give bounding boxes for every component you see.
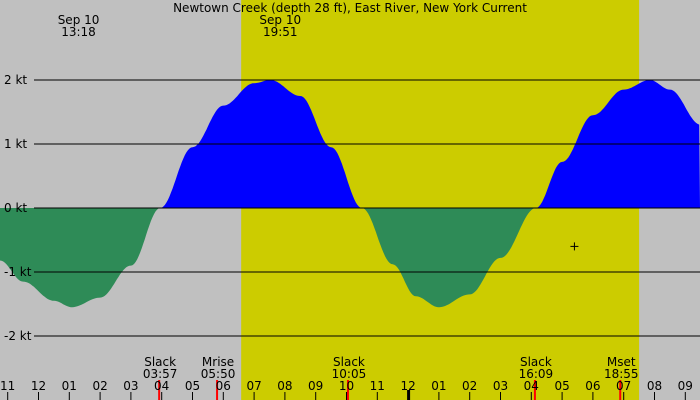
bottom-event-time: 03:57 xyxy=(143,367,178,381)
event-date: Sep 10 xyxy=(58,13,100,27)
bottom-event-label: Slack xyxy=(520,355,552,369)
event-tick xyxy=(346,380,349,400)
x-tick-label: 08 xyxy=(647,379,662,393)
event-date: Sep 10 xyxy=(259,13,301,27)
x-tick-label: 06 xyxy=(216,379,231,393)
x-tick-label: 04 xyxy=(154,379,169,393)
event-tick xyxy=(158,380,161,400)
bottom-event-time: 05:50 xyxy=(201,367,236,381)
bottom-event-label: Mrise xyxy=(202,355,234,369)
x-tick-label: 07 xyxy=(246,379,261,393)
x-tick-label: 03 xyxy=(493,379,508,393)
current-marker xyxy=(570,242,579,251)
x-tick-label: 05 xyxy=(185,379,200,393)
x-tick-label: 02 xyxy=(92,379,107,393)
x-tick-label: 10 xyxy=(339,379,354,393)
x-tick-label: 01 xyxy=(62,379,77,393)
chart-title: Newtown Creek (depth 28 ft), East River,… xyxy=(173,1,527,15)
x-axis-ticks: 11 12 01 02 03 04 05 06 07 08 09 10 11 12 01 02 03 04 05 06… xyxy=(0,379,693,400)
y-axis-labels: 2 kt 1 kt 0 kt -1 kt -2 kt xyxy=(4,73,32,343)
x-tick-label: 06 xyxy=(585,379,600,393)
bottom-event-label: Mset xyxy=(607,355,636,369)
bottom-event-time: 10:05 xyxy=(332,367,367,381)
grid-lines xyxy=(34,79,700,337)
y-tick-label: -1 kt xyxy=(4,265,32,279)
bottom-event-time: 18:55 xyxy=(604,367,639,381)
x-tick-label: 08 xyxy=(277,379,292,393)
x-tick-label: 11 xyxy=(0,379,15,393)
event-time: 19:51 xyxy=(263,25,298,39)
bottom-event-label: Slack xyxy=(144,355,176,369)
bottom-event-labels: Slack03:57Mrise05:50Slack10:05Slack16:09… xyxy=(143,355,639,400)
x-tick-label: 07 xyxy=(616,379,631,393)
y-tick-label: 2 kt xyxy=(4,73,27,87)
x-tick-label: 04 xyxy=(524,379,539,393)
current-areas xyxy=(0,80,700,308)
x-tick-label: 01 xyxy=(431,379,446,393)
ebb-area xyxy=(0,208,700,308)
event-time: 13:18 xyxy=(61,25,96,39)
x-tick-label: 12 xyxy=(31,379,46,393)
midnight-marker xyxy=(407,390,411,400)
flood-area xyxy=(0,80,700,208)
bottom-event-time: 16:09 xyxy=(519,367,554,381)
bottom-event-label: Slack xyxy=(333,355,365,369)
y-tick-label: 1 kt xyxy=(4,137,27,151)
event-tick xyxy=(533,380,536,400)
x-tick-label: 11 xyxy=(370,379,385,393)
y-tick-label: 0 kt xyxy=(4,201,27,215)
x-tick-label: 12 xyxy=(400,379,415,393)
x-tick-label: 03 xyxy=(123,379,138,393)
x-tick-label: 05 xyxy=(554,379,569,393)
y-tick-label: -2 kt xyxy=(4,329,32,343)
event-tick xyxy=(619,380,622,400)
event-tick xyxy=(216,380,219,400)
x-tick-label: 02 xyxy=(462,379,477,393)
x-tick-label: 09 xyxy=(678,379,693,393)
x-tick-label: 09 xyxy=(308,379,323,393)
